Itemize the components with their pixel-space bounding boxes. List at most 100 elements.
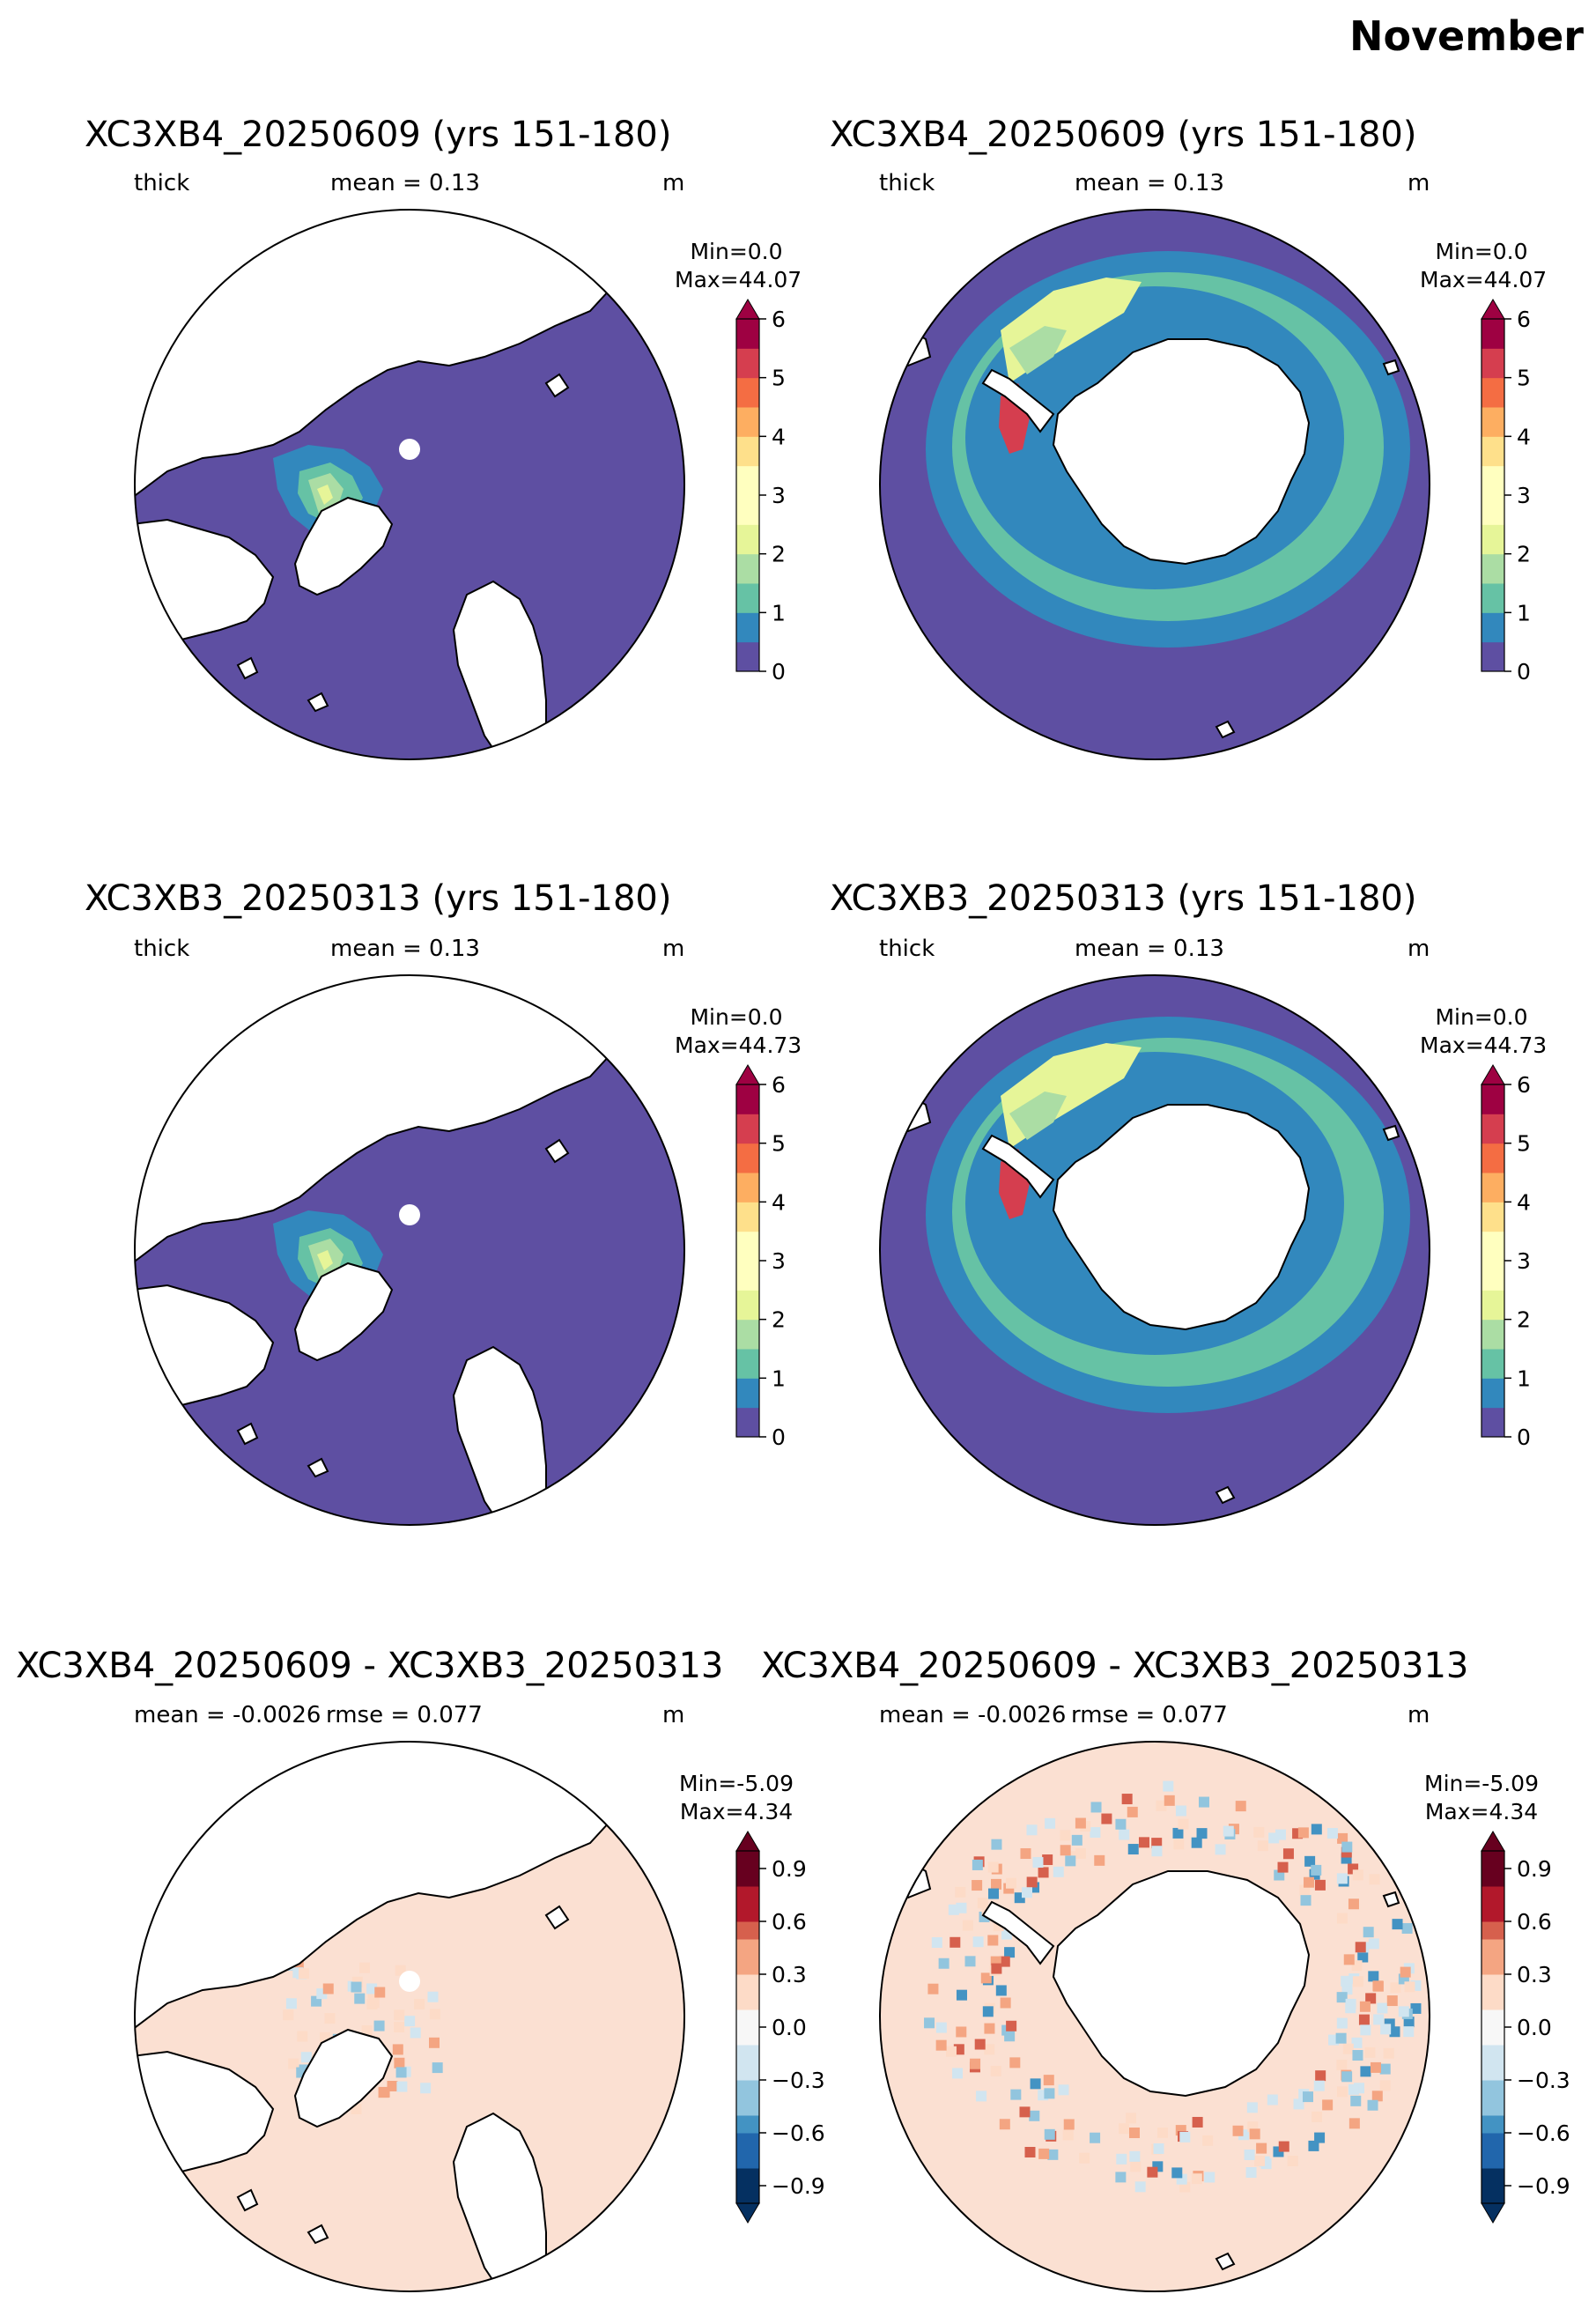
diff-cell <box>1060 1845 1071 1856</box>
colorbar-segment <box>736 495 759 525</box>
diff-cell <box>952 2068 964 2079</box>
diff-cell <box>1045 1817 1056 1829</box>
colorbar-tick-label: 0.3 <box>772 1962 807 1987</box>
diff-cell <box>1322 2099 1334 2111</box>
diff-cell <box>427 1991 439 2002</box>
diff-cell <box>1191 2173 1202 2185</box>
diff-cell <box>373 2020 385 2031</box>
colorbar-tick-label: 2 <box>1517 542 1531 567</box>
diff-cell <box>1172 1827 1184 1839</box>
colorbar-segment <box>1481 1407 1504 1438</box>
map-boundary <box>134 209 685 760</box>
land-mass <box>452 1345 547 1525</box>
colorbar: 0 1 2 3 4 5 6 <box>1481 299 1531 685</box>
pole-hole <box>399 439 420 460</box>
diff-cell <box>1038 2148 1050 2159</box>
diff-cell <box>1128 2128 1140 2139</box>
diff-cell <box>938 1957 949 1969</box>
colorbar-tick-label: 1 <box>1517 1365 1531 1391</box>
map-panel-south <box>879 209 1430 760</box>
land-mass <box>293 1262 394 1362</box>
mean-label: mean = -0.0026 <box>879 1702 1067 1728</box>
island <box>1382 1124 1400 1142</box>
diff-cell <box>1311 1824 1322 1835</box>
diff-cell <box>1000 1997 1011 2009</box>
colorbar-segment <box>736 1921 759 1940</box>
diff-cell <box>1352 1976 1363 1987</box>
colorbar-segment <box>736 1378 759 1409</box>
map-panel-north <box>134 1741 685 2292</box>
colorbar-segment <box>736 2027 759 2046</box>
diff-cell <box>991 1878 1002 1890</box>
colorbar-tick-label: 0.9 <box>772 1856 807 1882</box>
colorbar-tick-label: −0.3 <box>772 2068 825 2093</box>
diff-cell <box>404 2016 416 2027</box>
colorbar: 0 1 2 3 4 5 6 <box>1481 1064 1531 1450</box>
max-label: Max=4.34 <box>1424 1799 1539 1824</box>
panel-title: XC3XB4_20250609 (yrs 151-180) <box>85 115 672 155</box>
antarctica <box>1052 1104 1311 1331</box>
colorbar-tick-label: 4 <box>772 424 786 449</box>
diff-cell <box>1386 1995 1398 2007</box>
diff-cell <box>1115 2172 1127 2183</box>
diff-cell <box>962 1920 973 1931</box>
map-boundary <box>134 974 685 1526</box>
colorbar-segment <box>736 1992 759 2010</box>
min-label: Min=0.0 <box>1435 239 1528 264</box>
diff-cell <box>378 2087 389 2098</box>
colorbar-segment <box>736 524 759 555</box>
mean-label: mean = 0.13 <box>1075 936 1224 962</box>
diff-cell <box>1232 2125 1244 2136</box>
colorbar-tick-label: 0.3 <box>1517 1962 1552 1987</box>
diff-cell <box>1071 1834 1082 1846</box>
diff-cell <box>1058 2084 1069 2096</box>
colorbar-segment <box>1481 2115 1504 2134</box>
diff-cell <box>1372 1980 1384 1992</box>
diff-cell <box>976 2091 987 2102</box>
diff-cell <box>1164 1795 1175 1806</box>
rmse-label: rmse = 0.077 <box>1071 1702 1228 1728</box>
diff-cell <box>995 1985 1007 1996</box>
diff-cell <box>1380 2024 1392 2035</box>
pole-hole <box>399 1204 420 1225</box>
diff-cell <box>1335 2032 1347 2044</box>
colorbar-tick-label: 2 <box>1517 1307 1531 1333</box>
diff-cell <box>1364 2046 1376 2058</box>
diff-cell <box>420 2083 432 2094</box>
diff-cell <box>1277 1861 1289 1873</box>
diff-cell <box>1101 1813 1112 1824</box>
colorbar-segment <box>736 553 759 584</box>
diff-cell <box>1134 2181 1146 2193</box>
colorbar-segment <box>736 1173 759 1203</box>
colorbar-segment <box>736 1319 759 1350</box>
mean-label: mean = 0.13 <box>1075 170 1224 196</box>
colorbar: −0.9 −0.6 −0.3 0.0 0.3 0.6 0.9 <box>1481 1831 1570 2224</box>
colorbar-tick-label: 0.9 <box>1517 1856 1552 1882</box>
diff-cell <box>351 1981 362 1993</box>
colorbar-segment <box>736 2045 759 2063</box>
island <box>307 1457 329 1478</box>
diff-cell <box>1079 2152 1090 2164</box>
diff-cell <box>1312 2111 1323 2122</box>
max-label: Max=44.07 <box>1420 267 1548 292</box>
colorbar-segment <box>1481 1886 1504 1905</box>
colorbar-segment <box>1481 1974 1504 1993</box>
colorbar-segment <box>1481 465 1504 496</box>
diff-cell <box>1044 2128 1055 2140</box>
colorbar-segment <box>736 2150 759 2169</box>
diff-cell <box>1004 2031 1016 2042</box>
diff-cell <box>1367 2099 1378 2111</box>
diff-cell <box>956 2026 967 2038</box>
colorbar-segment <box>736 377 759 408</box>
colorbar-segment <box>1481 1904 1504 1922</box>
min-max-label: Min=0.0 Max=44.07 <box>675 238 802 294</box>
island <box>1382 359 1400 376</box>
colorbar-segment <box>1481 1921 1504 1940</box>
colorbar-segment <box>1481 2168 1504 2187</box>
colorbar-tick-label: 3 <box>772 1248 786 1274</box>
map-panel-south <box>879 974 1430 1526</box>
island <box>544 1905 570 1930</box>
panel-title: XC3XB4_20250609 (yrs 151-180) <box>830 115 1417 155</box>
mean-label: mean = 0.13 <box>330 170 480 196</box>
colorbar-segment <box>1481 1939 1504 1957</box>
